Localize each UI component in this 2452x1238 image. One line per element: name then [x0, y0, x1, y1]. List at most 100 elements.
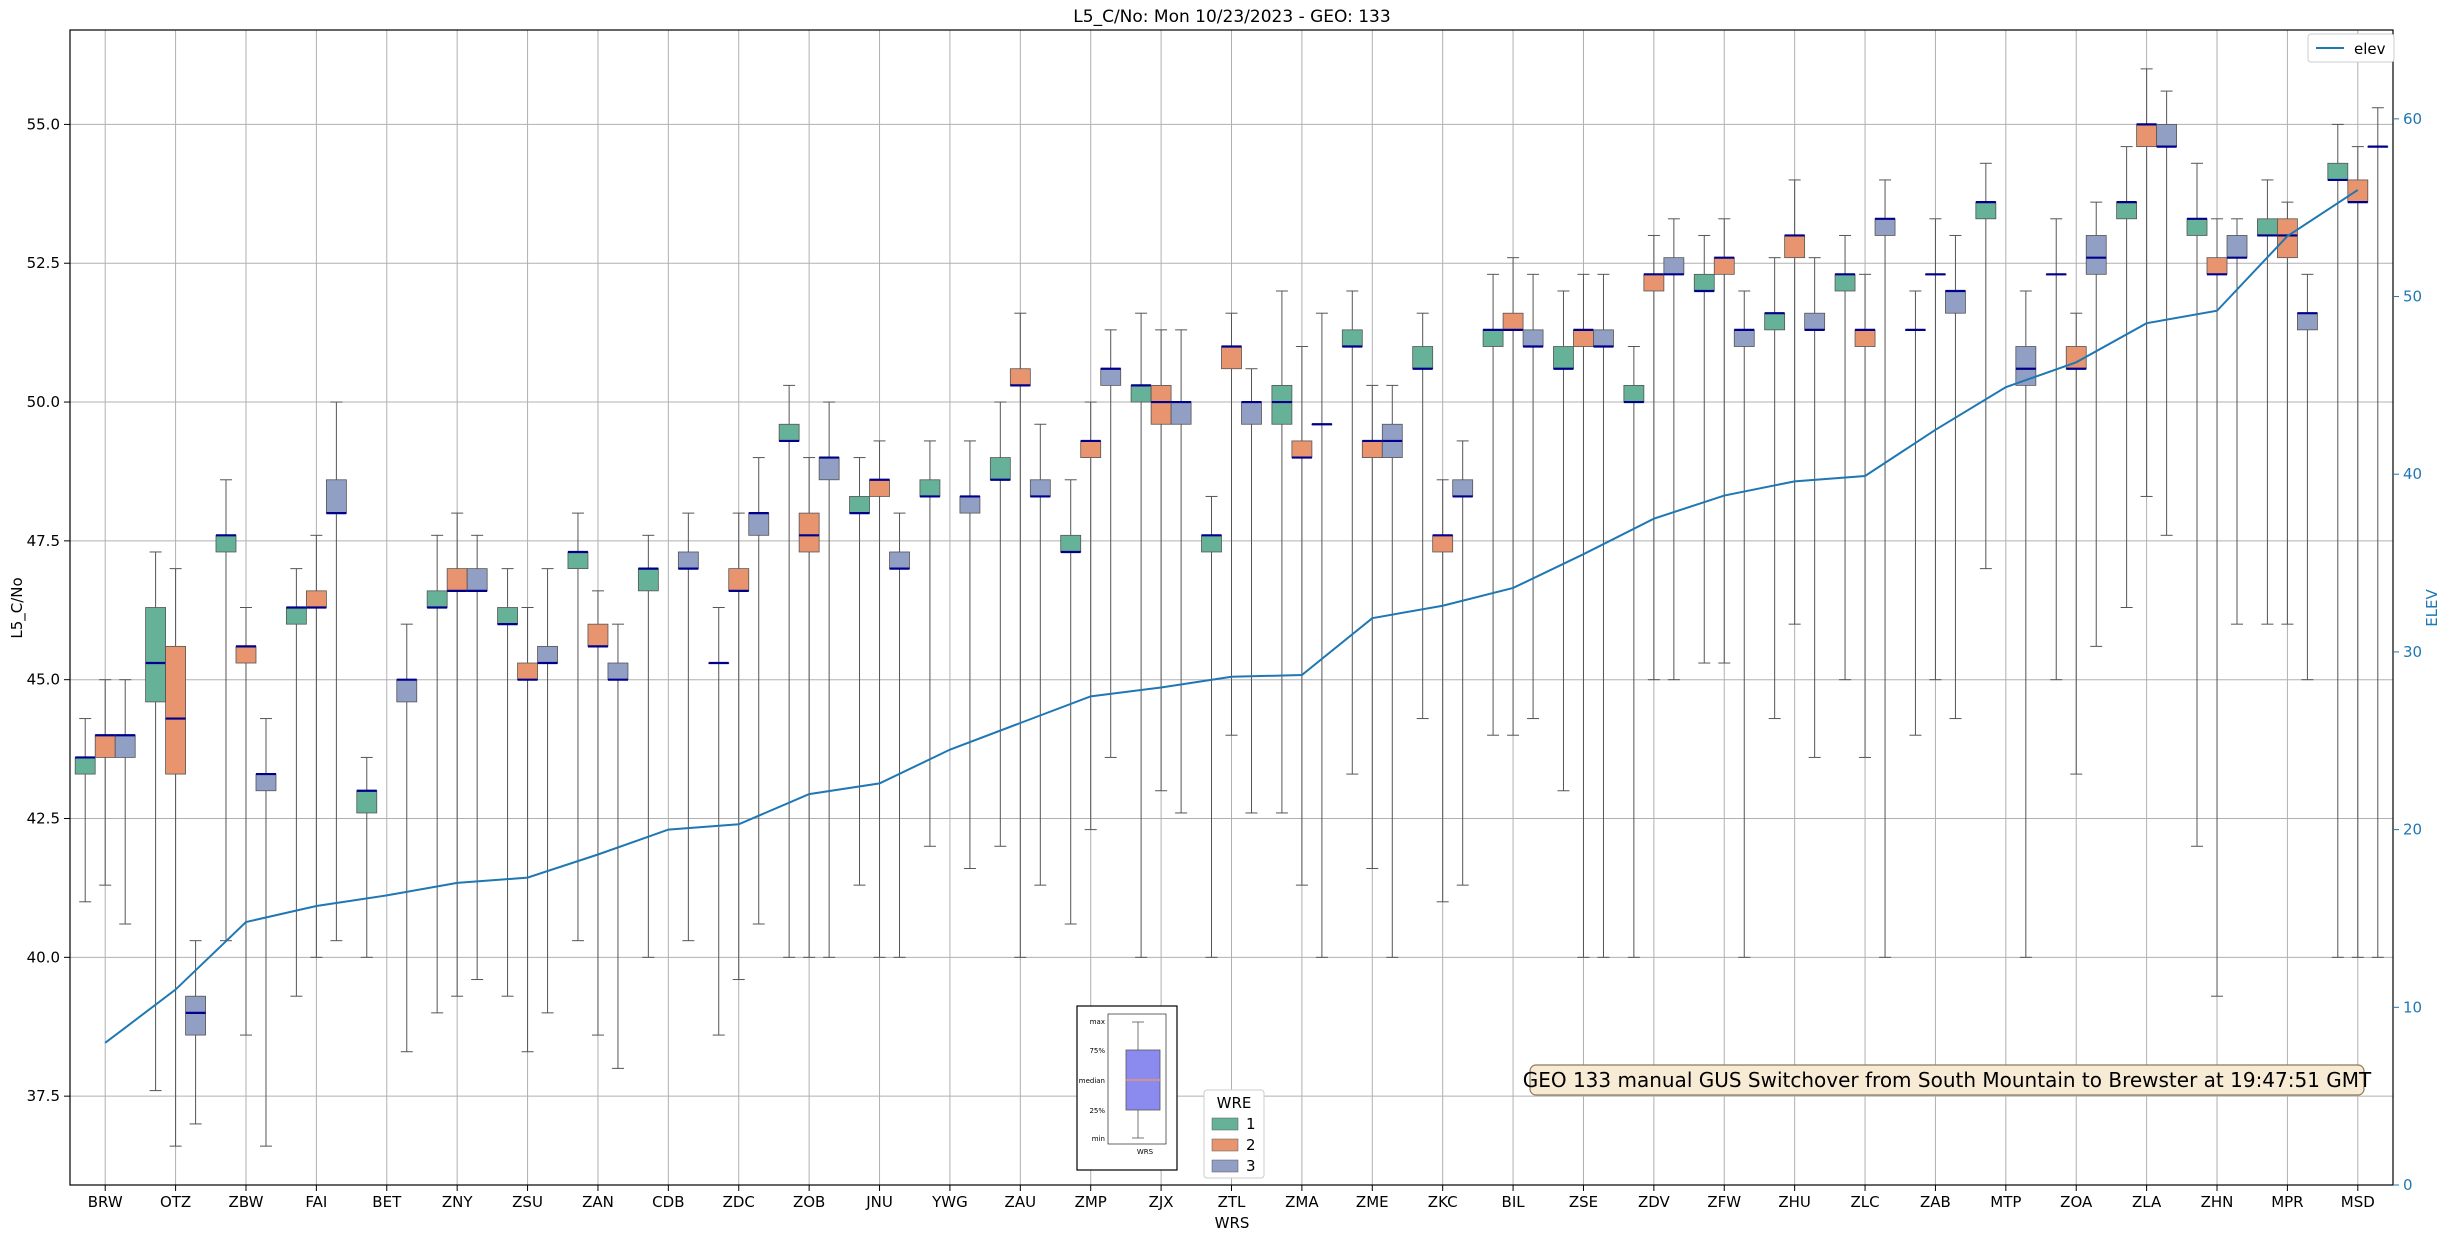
x-tick-label-ZNY: ZNY [442, 1193, 473, 1211]
box-body [1432, 534, 1454, 553]
elev-line [104, 189, 2359, 1044]
x-tick-label-ZME: ZME [1356, 1193, 1389, 1211]
box-body [1764, 312, 1786, 331]
x-tick-label-ZFW: ZFW [1707, 1193, 1741, 1211]
box-body [1834, 273, 1856, 292]
x-tick-label-ZMP: ZMP [1075, 1193, 1107, 1211]
box-ZOB-wre-1 [778, 384, 800, 958]
axis-layer: 37.5 40.0 42.5 45.0 47.5 50.0 52.5 55.0 0 10 20 30 4… [27, 29, 2422, 1211]
box-body [869, 479, 890, 497]
x-tick-label-ZAB: ZAB [1920, 1193, 1951, 1211]
box-body [2116, 201, 2138, 220]
box-BIL-wre-3 [1522, 273, 1544, 720]
x-tick-label-JNU: JNU [865, 1193, 893, 1211]
elev-legend-label: elev [2354, 40, 2386, 58]
box-ZNY-wre-2 [446, 512, 468, 997]
box-ZHU-wre-2 [1784, 179, 1806, 625]
box-body [74, 757, 96, 775]
box-body [165, 645, 186, 775]
box-ZLA-wre-3 [2156, 90, 2178, 536]
box-body [325, 479, 347, 514]
box-ZAB-wre-1 [1905, 290, 1926, 736]
box-body [1341, 329, 1363, 347]
box-ZME-wre-1 [1341, 290, 1363, 775]
y-right-tick-label: 50 [2403, 288, 2422, 306]
box-body [1130, 384, 1152, 403]
box-ZOB-wre-3 [818, 401, 840, 958]
box-body [2136, 123, 2158, 148]
x-axis-label: WRS [1215, 1214, 1250, 1232]
y-tick-label: 45.0 [27, 671, 60, 689]
box-body [728, 568, 750, 592]
box-body [1945, 290, 1966, 314]
box-body [2186, 218, 2208, 236]
x-tick-label-YWG: YWG [931, 1193, 968, 1211]
box-body [1733, 329, 1755, 347]
box-body [2156, 123, 2178, 148]
box-ZMP-wre-1 [1060, 479, 1082, 925]
box-FAI-wre-1 [285, 568, 307, 997]
box-ZJX-wre-3 [1170, 329, 1192, 814]
inset-label-min: min [1092, 1135, 1105, 1143]
box-JNU-wre-2 [869, 440, 890, 958]
box-body [849, 496, 870, 514]
inset-label-median: median [1079, 1077, 1105, 1085]
x-tick-label-ZBW: ZBW [229, 1193, 264, 1211]
x-tick-label-BET: BET [372, 1193, 402, 1211]
box-body [537, 645, 558, 664]
box-body [1080, 440, 1102, 458]
box-body [1502, 312, 1524, 331]
x-tick-label-ZDC: ZDC [723, 1193, 755, 1211]
box-body [466, 568, 488, 592]
box-body [114, 734, 136, 758]
x-tick-label-BIL: BIL [1502, 1193, 1526, 1211]
box-body [798, 512, 820, 553]
box-BIL-wre-1 [1482, 273, 1504, 736]
box-ZDC-wre-2 [728, 512, 750, 981]
x-tick-label-MTP: MTP [1990, 1193, 2021, 1211]
box-ZSU-wre-1 [497, 568, 518, 997]
y-right-tick-label: 40 [2403, 465, 2422, 483]
box-body [818, 457, 840, 481]
box-body [1452, 479, 1474, 497]
box-ZAU-wre-2 [1009, 312, 1031, 958]
box-ZTL-wre-2 [1221, 312, 1242, 736]
annotation-text: GEO 133 manual GUS Switchover from South… [1523, 1068, 2372, 1092]
box-body [1522, 329, 1544, 347]
box-body [1241, 401, 1262, 425]
box-body [1573, 329, 1594, 347]
y-tick-label: 50.0 [27, 393, 60, 411]
box-ZAB-wre-2 [1925, 218, 1946, 681]
box-ZKC-wre-1 [1412, 312, 1434, 720]
x-tick-label-CDB: CDB [652, 1193, 684, 1211]
box-body [748, 512, 770, 536]
box-ZFW-wre-2 [1713, 218, 1735, 664]
x-tick-label-ZSU: ZSU [512, 1193, 543, 1211]
box-body [396, 679, 418, 703]
box-ZFW-wre-1 [1693, 234, 1715, 664]
box-ZBW-wre-3 [255, 718, 277, 1147]
box-body [1029, 479, 1051, 497]
box-body [1201, 534, 1222, 553]
y-right-tick-label: 10 [2403, 998, 2422, 1016]
box-FAI-wre-3 [325, 401, 347, 942]
box-ZDV-wre-1 [1623, 346, 1645, 958]
box-ZDC-wre-1 [708, 607, 730, 1036]
box-ZDV-wre-3 [1663, 218, 1685, 681]
box-body [2206, 257, 2228, 275]
box-ZAN-wre-3 [607, 623, 629, 1069]
x-tick-label-FAI: FAI [305, 1193, 327, 1211]
box-body [1713, 257, 1735, 275]
chart-title: L5_C/No: Mon 10/23/2023 - GEO: 133 [1073, 7, 1390, 27]
box-body [1482, 329, 1504, 347]
box-body [919, 479, 941, 497]
box-MTP-wre-1 [1975, 162, 1997, 570]
box-MSD-wre-1 [2327, 123, 2349, 958]
x-tick-label-ZTL: ZTL [1218, 1193, 1246, 1211]
box-ZOA-wre-1 [2045, 218, 2067, 681]
box-ZLC-wre-3 [1874, 179, 1896, 958]
box-JNU-wre-1 [849, 457, 870, 886]
x-tick-label-ZAU: ZAU [1005, 1193, 1037, 1211]
box-ZAN-wre-1 [567, 512, 589, 942]
